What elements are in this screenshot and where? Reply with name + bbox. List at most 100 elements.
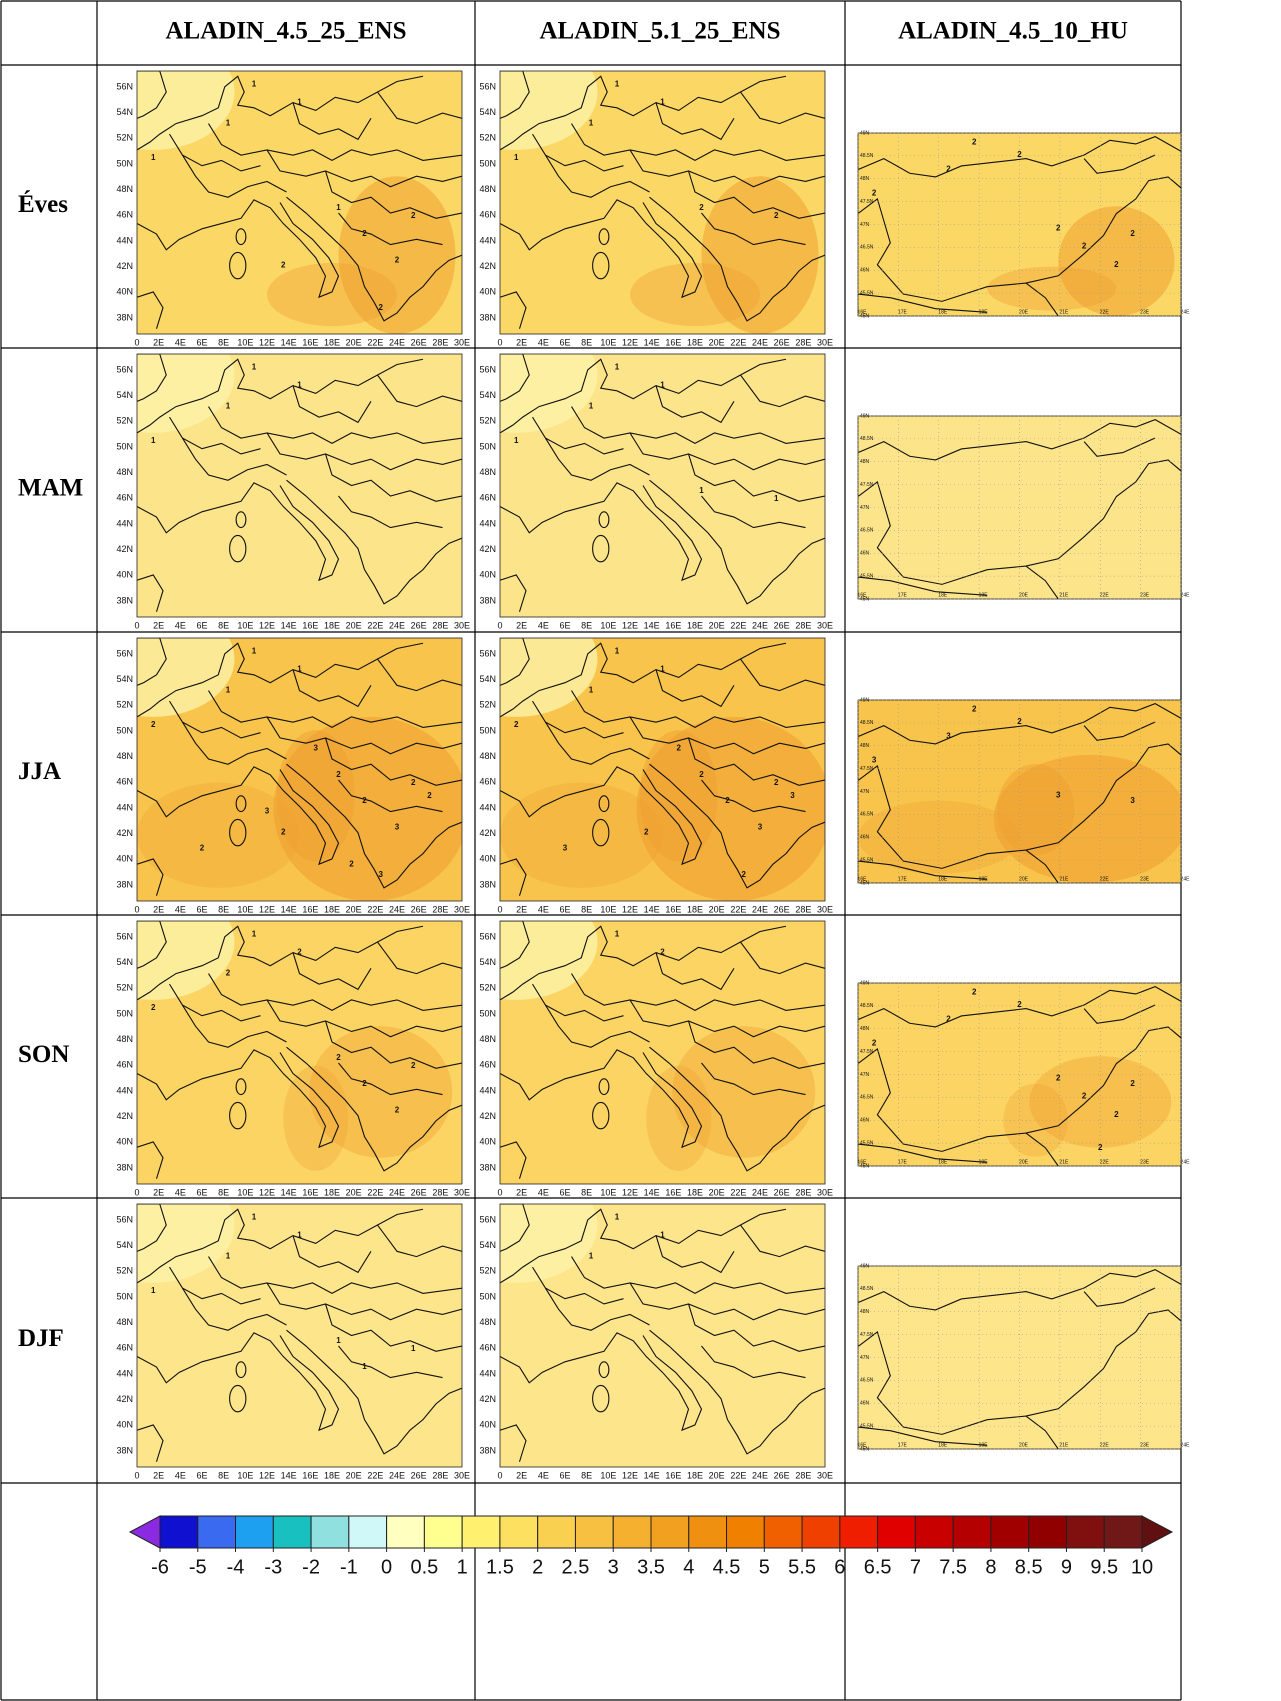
cool-patch <box>137 638 235 717</box>
lon-label: 22E <box>1100 592 1110 598</box>
lon-label: 16E <box>665 620 681 630</box>
lat-label: 56N <box>479 648 496 658</box>
lon-label: 16E <box>302 337 318 347</box>
lon-label: 21E <box>1059 1159 1069 1165</box>
lat-label: 40N <box>479 287 496 297</box>
warm-patch <box>309 1026 453 1158</box>
warm-patch <box>701 176 819 334</box>
lon-label: 21E <box>1059 309 1069 315</box>
map-fill <box>500 1204 825 1467</box>
contour-label: 3 <box>872 755 877 764</box>
contour-label: 2 <box>1114 1110 1119 1119</box>
lon-label: 0 <box>497 337 502 347</box>
row-label: MAM <box>18 475 83 502</box>
lon-label: 0 <box>497 620 502 630</box>
map-fill <box>500 638 825 901</box>
contour-label: 1 <box>226 686 231 695</box>
lat-label: 48N <box>860 176 870 182</box>
lon-label: 2E <box>153 1187 164 1197</box>
lon-label: 20E <box>1019 1442 1029 1448</box>
lon-label: 26E <box>774 1187 790 1197</box>
lon-label: 17E <box>898 1159 908 1165</box>
lat-label: 46N <box>860 1401 870 1407</box>
lon-label: 30E <box>817 337 833 347</box>
lat-label: 50N <box>116 725 133 735</box>
lon-label: 17E <box>898 309 908 315</box>
contour-label: 2 <box>395 255 400 264</box>
lon-label: 17E <box>898 876 908 882</box>
lon-label: 16E <box>665 1187 681 1197</box>
lon-label: 30E <box>454 1470 470 1480</box>
warm-patch <box>500 782 663 888</box>
lon-label: 8E <box>581 1187 592 1197</box>
lon-label: 20E <box>346 1187 362 1197</box>
lon-label: 14E <box>644 1187 660 1197</box>
lat-label: 42N <box>479 261 496 271</box>
colorbar-label: 7.5 <box>939 1556 967 1578</box>
map-frame <box>499 70 826 335</box>
lon-label: 22E <box>1100 309 1110 315</box>
lat-label: 50N <box>479 725 496 735</box>
map-fill <box>858 700 1181 883</box>
colorbar-label: 8.5 <box>1015 1556 1043 1578</box>
lon-label: 26E <box>774 904 790 914</box>
lat-label: 44N <box>479 802 496 812</box>
map-frame <box>136 1203 463 1468</box>
map-frame <box>136 70 463 335</box>
lat-label: 46.5N <box>860 1095 874 1101</box>
lat-label: 54N <box>116 674 133 684</box>
lon-label: 23E <box>1140 592 1150 598</box>
lat-label: 38N <box>479 1162 496 1172</box>
lat-label: 44N <box>116 802 133 812</box>
lon-label: 24E <box>1181 1442 1191 1448</box>
contour-label: 1 <box>252 929 257 938</box>
colorbar-label: 9.5 <box>1090 1556 1118 1578</box>
lat-label: 56N <box>116 931 133 941</box>
lat-label: 52N <box>116 700 133 710</box>
lon-label: 28E <box>432 904 448 914</box>
lat-label: 38N <box>116 1162 133 1172</box>
lat-label: 45.5N <box>860 573 874 579</box>
lon-label: 2E <box>516 904 527 914</box>
contour-label: 2 <box>660 948 665 957</box>
lat-label: 48.5N <box>860 153 874 159</box>
warm-patch <box>1029 1056 1172 1148</box>
lon-label: 8E <box>218 904 229 914</box>
map-fill <box>500 71 825 334</box>
warm-patch <box>338 176 456 334</box>
colorbar-label: 6 <box>834 1556 845 1578</box>
lon-label: 14E <box>281 1470 297 1480</box>
contour-label: 1 <box>589 119 594 128</box>
lon-label: 24E <box>1181 592 1191 598</box>
lon-label: 6E <box>196 904 207 914</box>
lon-label: 28E <box>432 620 448 630</box>
lat-label: 42N <box>116 828 133 838</box>
lon-label: 12E <box>622 904 638 914</box>
lat-label: 49N <box>860 697 870 703</box>
contour-label: 2 <box>972 987 977 996</box>
colorbar-low-triangle <box>128 1515 161 1549</box>
colorbar-box <box>952 1515 992 1549</box>
contour-label: 3 <box>1056 790 1061 799</box>
lat-label: 54N <box>479 957 496 967</box>
lon-label: 12E <box>259 620 275 630</box>
lon-label: 4E <box>175 1470 186 1480</box>
contour-label: 2 <box>1130 1079 1135 1088</box>
lat-label: 46N <box>860 551 870 557</box>
lon-label: 6E <box>559 620 570 630</box>
lat-label: 46N <box>479 493 496 503</box>
lon-label: 10E <box>237 337 253 347</box>
lon-label: 26E <box>411 1470 427 1480</box>
row-maps: 56N 54N 52N 50N 48N 46N 44N 42N 40N 38N 0 2E 4E 6E 8E 1… <box>116 70 1190 347</box>
colorbar-label: 9 <box>1061 1556 1072 1578</box>
lon-label: 8E <box>581 337 592 347</box>
row-maps: 56N 54N 52N 50N 48N 46N 44N 42N 40N 38N 0 2E 4E 6E 8E 1… <box>116 1203 1191 1480</box>
lon-label: 24E <box>752 1470 768 1480</box>
lat-label: 46N <box>860 268 870 274</box>
lat-label: 50N <box>116 1291 133 1301</box>
contour-label: 1 <box>615 929 620 938</box>
contour-label: 1 <box>411 1344 416 1353</box>
lon-label: 26E <box>411 904 427 914</box>
lon-label: 20E <box>709 620 725 630</box>
colorbar-label: 3.5 <box>637 1556 665 1578</box>
